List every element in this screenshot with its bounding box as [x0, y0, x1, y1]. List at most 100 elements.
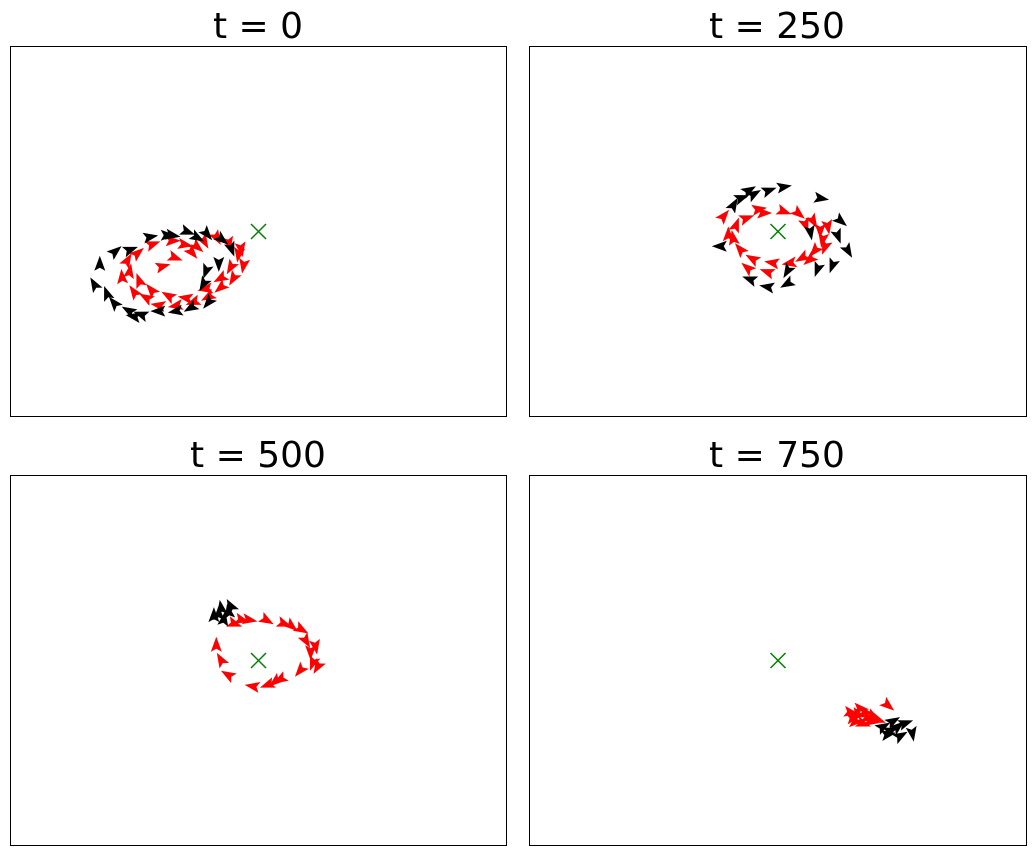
arrow-point-0-22 — [759, 269, 776, 280]
arrow-point-1-22 — [160, 229, 176, 241]
arrow-point-1-7 — [891, 731, 908, 745]
arrow-point-1-16 — [740, 186, 756, 199]
arrow-point-1-7 — [839, 242, 853, 258]
arrow-point-0-4 — [208, 229, 221, 245]
arrow-point-1-20 — [203, 293, 217, 309]
arrow-point-0-11 — [853, 702, 869, 714]
arrow-point-0-5 — [297, 632, 311, 648]
arrow-point-0-21 — [803, 251, 819, 265]
arrow-point-0-28 — [234, 241, 246, 258]
arrow-point-0-4 — [805, 212, 818, 229]
arrow-point-1-0 — [874, 722, 891, 735]
arrow-point-1-10 — [203, 262, 214, 279]
target-x-marker — [250, 652, 267, 669]
panel-title-1: t = 0 — [212, 6, 304, 47]
arrow-point-0-23 — [741, 262, 757, 277]
arrow-point-0-20 — [722, 226, 734, 242]
arrow-point-1-0 — [94, 255, 106, 271]
arrow-point-1-1 — [106, 246, 122, 260]
arrow-point-0-8 — [294, 661, 309, 677]
arrow-point-0-7 — [309, 654, 321, 671]
arrow-point-0-7 — [809, 241, 824, 257]
arrow-point-0-20 — [139, 293, 155, 306]
arrow-point-0-5 — [814, 223, 826, 239]
arrow-point-0-2 — [183, 243, 198, 259]
arrow-point-0-19 — [177, 238, 193, 249]
arrow-point-0-8 — [795, 249, 811, 262]
arrow-point-1-11 — [199, 275, 212, 292]
arrow-point-1-2 — [121, 246, 138, 258]
arrow-point-0-6 — [818, 232, 830, 248]
arrow-point-0-11 — [244, 682, 261, 693]
arrow-point-1-7 — [213, 230, 229, 245]
arrow-point-0-12 — [220, 670, 237, 684]
arrow-point-0-14 — [210, 636, 222, 652]
scatter-panel-2 — [529, 46, 1027, 417]
arrow-point-1-0 — [733, 195, 750, 206]
arrow-point-1-10 — [783, 262, 796, 279]
arrow-point-0-19 — [821, 219, 833, 235]
arrow-point-0-29 — [188, 238, 204, 253]
arrow-point-0-13 — [136, 273, 147, 290]
arrow-point-0-6 — [305, 645, 317, 661]
arrow-point-1-6 — [198, 225, 213, 241]
arrow-point-0-2 — [775, 203, 792, 215]
arrow-point-1-2 — [889, 721, 905, 736]
arrow-point-0-24 — [201, 288, 217, 301]
arrow-point-0-15 — [269, 672, 285, 687]
arrow-point-1-5 — [831, 212, 847, 227]
arrow-point-0-17 — [822, 238, 833, 255]
target-x-marker — [769, 652, 787, 669]
arrow-point-1-9 — [213, 256, 225, 272]
arrow-point-1-5 — [905, 725, 917, 742]
arrow-point-1-3 — [208, 607, 220, 623]
arrow-point-0-23 — [185, 294, 202, 305]
arrow-point-0-9 — [781, 256, 798, 268]
arrow-point-1-11 — [780, 275, 796, 288]
arrow-point-0-0 — [226, 616, 243, 627]
arrow-point-0-14 — [728, 217, 739, 234]
arrow-point-1-3 — [142, 232, 159, 244]
arrow-point-0-10 — [860, 711, 877, 722]
arrow-point-1-5 — [179, 224, 196, 235]
panel-title-3: t = 500 — [190, 435, 326, 476]
arrow-point-0-13 — [216, 652, 230, 669]
arrow-point-1-18 — [104, 285, 115, 302]
scatter-panel-4 — [529, 475, 1027, 846]
scatter-panel-3 — [10, 475, 507, 846]
arrow-point-0-9 — [845, 713, 862, 725]
arrow-point-0-15 — [119, 253, 132, 270]
arrow-point-1-3 — [776, 182, 792, 194]
arrow-point-1-4 — [226, 599, 239, 615]
arrow-point-1-12 — [759, 282, 775, 294]
arrow-point-1-8 — [223, 240, 235, 257]
arrow-point-0-17 — [144, 241, 161, 252]
arrow-point-0-8 — [879, 696, 895, 711]
arrow-point-0-19 — [313, 658, 326, 674]
arrow-point-1-6 — [880, 730, 897, 741]
arrow-point-0-11 — [161, 291, 178, 305]
arrow-point-1-2 — [217, 610, 229, 627]
arrow-point-0-15 — [715, 209, 730, 225]
arrow-point-1-4 — [897, 720, 914, 731]
arrow-point-1-19 — [90, 277, 103, 294]
arrow-point-1-3 — [884, 717, 901, 730]
arrow-point-1-15 — [725, 197, 738, 214]
arrow-point-1-16 — [121, 306, 138, 319]
arrow-point-1-9 — [814, 260, 826, 277]
arrow-point-1-6 — [830, 227, 841, 244]
arrow-point-0-3 — [789, 204, 805, 219]
target-x-marker — [769, 223, 787, 240]
arrow-point-0-31 — [129, 285, 143, 301]
arrow-point-1-17 — [108, 296, 123, 312]
arrow-point-0-10 — [764, 258, 780, 270]
arrow-point-0-0 — [738, 215, 755, 226]
arrow-point-0-12 — [146, 283, 160, 299]
arrow-point-0-17 — [233, 612, 250, 624]
target-x-marker — [250, 223, 267, 240]
panel-title-4: t = 750 — [709, 435, 845, 476]
scatter-panel-1 — [10, 46, 507, 417]
arrow-point-1-14 — [150, 305, 166, 317]
arrow-point-0-26 — [229, 269, 242, 286]
arrow-point-1-13 — [167, 304, 184, 316]
